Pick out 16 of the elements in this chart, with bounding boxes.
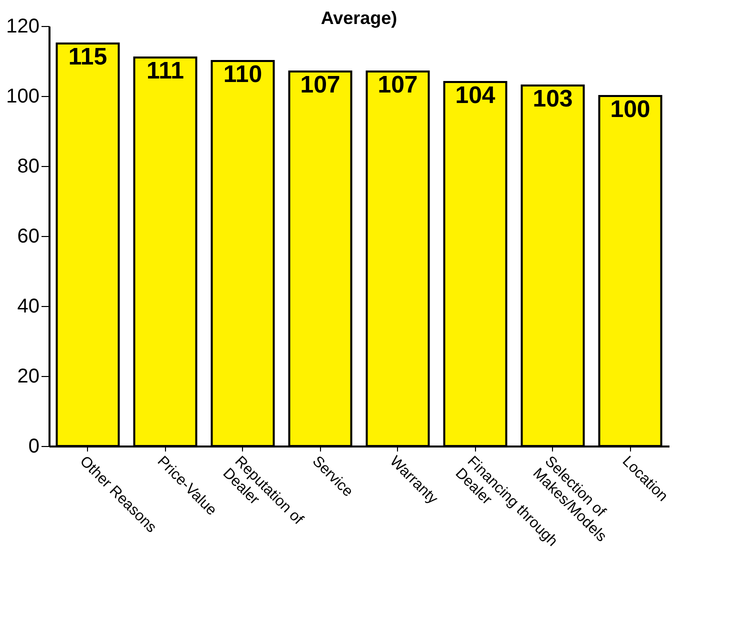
data-label: 103 — [532, 86, 573, 112]
y-tick-label: 100 — [6, 86, 40, 108]
y-tick-label: 60 — [17, 226, 40, 248]
data-label: 107 — [300, 72, 340, 98]
y-tick-label: 40 — [17, 296, 40, 318]
y-tick-label: 20 — [17, 366, 40, 388]
data-label: 104 — [455, 82, 496, 109]
data-label: 115 — [68, 44, 108, 70]
y-tick-label: 120 — [6, 16, 40, 38]
data-label: 110 — [223, 61, 262, 88]
data-label: 100 — [610, 96, 650, 123]
data-label: 111 — [146, 58, 184, 84]
data-label: 107 — [378, 72, 418, 98]
y-tick-label: 80 — [17, 156, 40, 178]
y-tick-label: 0 — [28, 436, 40, 458]
chart-title: Average) — [320, 8, 398, 28]
